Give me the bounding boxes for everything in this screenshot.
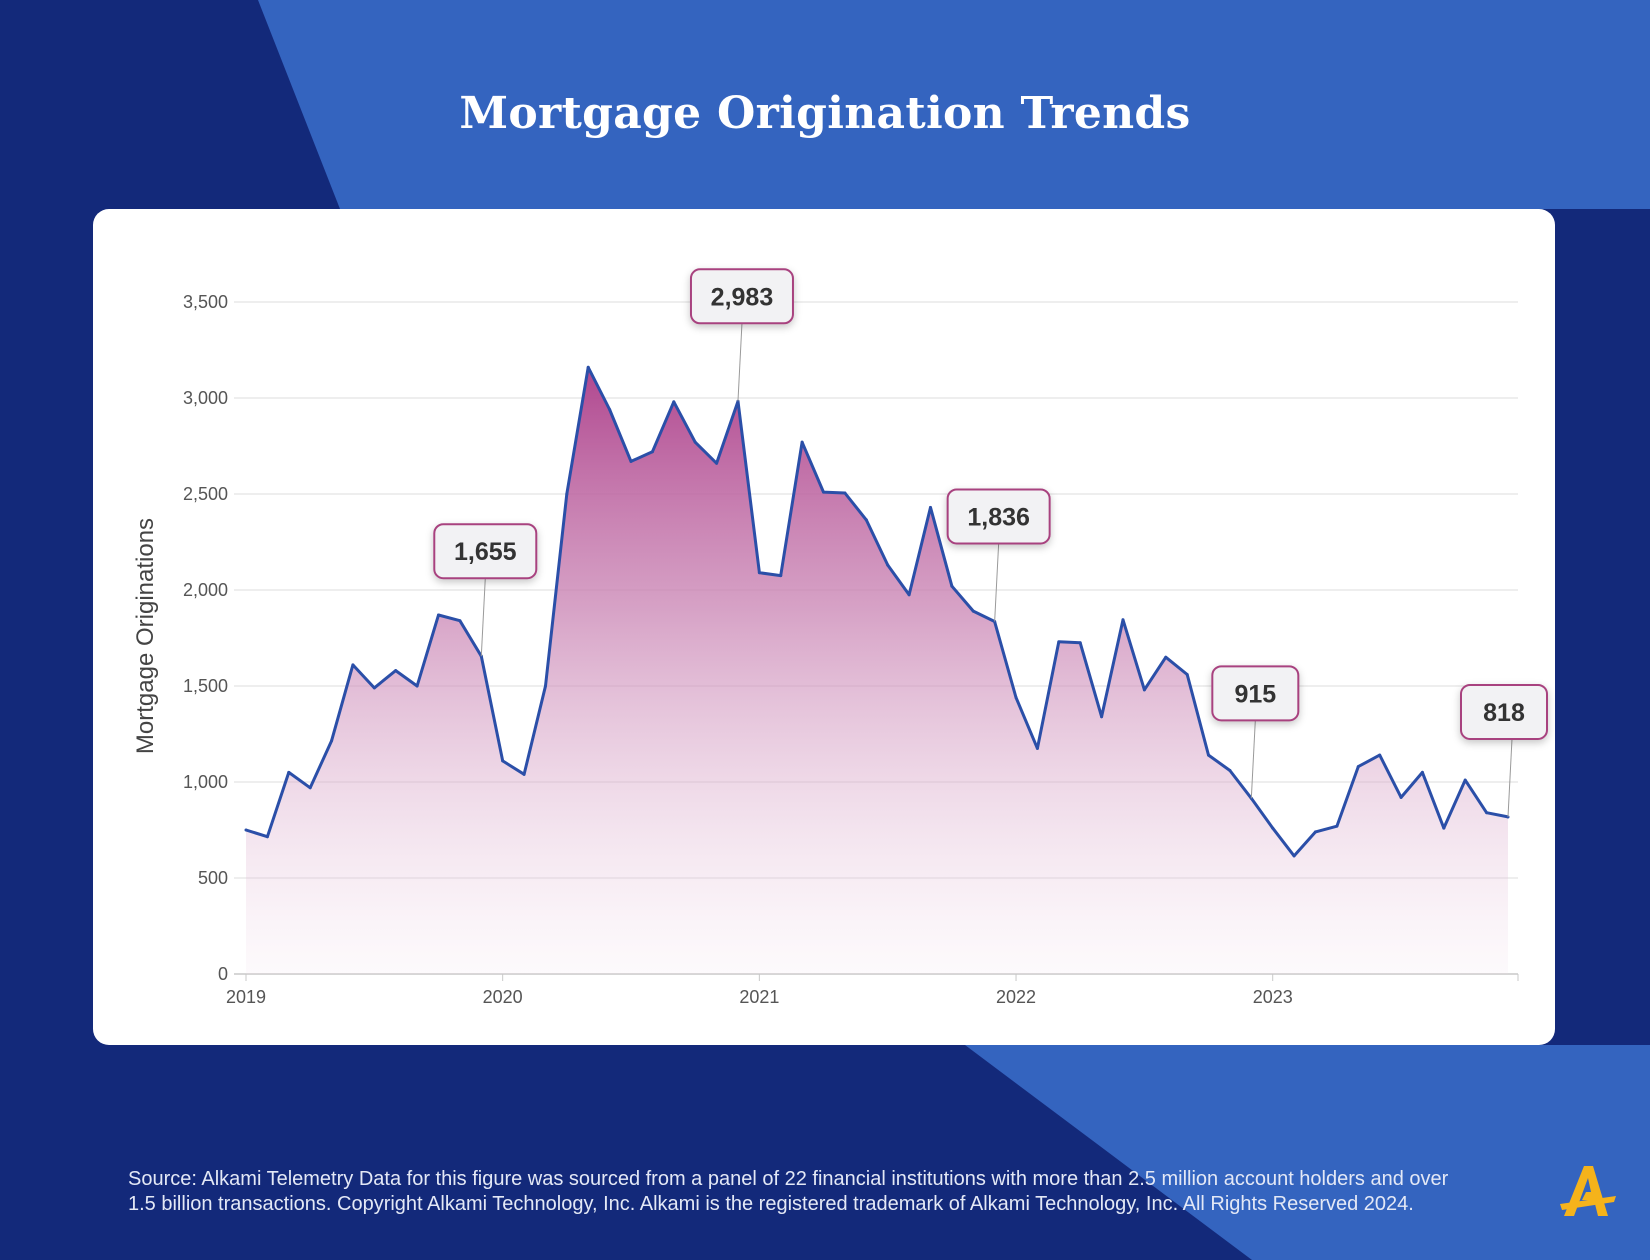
chart-card: 0 500 1,000 1,500 2,000 2,500 3,000 3,500 2019 2… (93, 209, 1555, 1045)
callout-label: 1,836 (967, 503, 1030, 531)
data-point (629, 459, 633, 463)
y-tick-label: 2,000 (183, 580, 228, 600)
page-title: Mortgage Origination Trends (459, 88, 1191, 139)
data-point (1185, 672, 1189, 676)
data-point (522, 772, 526, 776)
data-point (437, 613, 441, 617)
x-axis: 2019 2020 2021 2022 2023 (226, 973, 1519, 1007)
data-point (822, 490, 826, 494)
callout-leader (994, 543, 1000, 622)
callout-label: 1,655 (454, 538, 517, 566)
data-point (308, 786, 312, 790)
data-point (265, 835, 269, 839)
data-point (1399, 795, 1403, 799)
data-point (993, 619, 997, 623)
data-point (928, 505, 932, 509)
data-point (1463, 778, 1467, 782)
data-point (1378, 753, 1382, 757)
data-point (907, 593, 911, 597)
data-point (715, 461, 719, 465)
callout-label: 915 (1234, 680, 1276, 708)
y-axis-label: Mortgage Originations (132, 518, 159, 754)
data-point (886, 563, 890, 567)
data-point (1142, 688, 1146, 692)
data-point (1100, 715, 1104, 719)
data-point (757, 571, 761, 575)
series-line (245, 365, 1509, 858)
data-point (1485, 811, 1489, 815)
callout-label: 2,983 (711, 283, 774, 311)
data-point (565, 492, 569, 496)
callout-leader (737, 323, 743, 402)
callout-box (1211, 665, 1300, 722)
data-point (1057, 640, 1061, 644)
y-tick-label: 1,000 (183, 772, 228, 792)
data-point (693, 440, 697, 444)
x-tick-label: 2021 (739, 987, 779, 1007)
data-point (843, 491, 847, 495)
data-point (543, 684, 547, 688)
series-area (246, 367, 1508, 974)
y-tick-label: 3,000 (183, 388, 228, 408)
y-axis-ticks: 0 500 1,000 1,500 2,000 2,500 3,000 3,500 (183, 292, 228, 984)
callout-label: 818 (1483, 699, 1525, 727)
data-point (586, 365, 590, 369)
callout-leader (480, 578, 486, 657)
data-point (864, 518, 868, 522)
data-point (244, 828, 248, 832)
data-point (415, 684, 419, 688)
callouts: 1,655 2,983 1,836 915 818 (433, 268, 1548, 817)
data-point (779, 574, 783, 578)
data-point (608, 408, 612, 412)
source-line-2: 1.5 billion transactions. Copyright Alka… (128, 1193, 1414, 1215)
data-point (1228, 768, 1232, 772)
data-point (1420, 770, 1424, 774)
x-tick-label: 2020 (483, 987, 523, 1007)
data-point (394, 669, 398, 673)
alkami-a-logo-icon (1560, 1166, 1616, 1216)
callout-leader (1507, 738, 1513, 817)
data-point (1271, 826, 1275, 830)
callout-box (689, 268, 794, 325)
data-point (501, 759, 505, 763)
data-point (351, 663, 355, 667)
data-point (372, 686, 376, 690)
y-tick-label: 1,500 (183, 676, 228, 696)
x-tick-label: 2022 (996, 987, 1036, 1007)
data-point (458, 619, 462, 623)
data-point (1078, 641, 1082, 645)
x-tick-label: 2019 (226, 987, 266, 1007)
callout-box (946, 488, 1051, 545)
data-point (800, 440, 804, 444)
callout-box (1460, 683, 1548, 740)
data-point (1207, 753, 1211, 757)
data-point (971, 609, 975, 613)
data-point (330, 739, 334, 743)
data-point (287, 770, 291, 774)
data-point (1164, 655, 1168, 659)
source-line-1: Source: Alkami Telemetry Data for this f… (128, 1168, 1449, 1190)
callout-box (433, 523, 538, 580)
y-tick-label: 2,500 (183, 484, 228, 504)
data-point (950, 584, 954, 588)
background-wedge-bottom (965, 1045, 1650, 1260)
x-tick-label: 2023 (1253, 987, 1293, 1007)
data-point (672, 400, 676, 404)
data-point (1121, 618, 1125, 622)
y-tick-label: 0 (218, 964, 228, 984)
data-point (1035, 746, 1039, 750)
data-point (1313, 830, 1317, 834)
data-point (1292, 854, 1296, 858)
data-point (1442, 826, 1446, 830)
data-point (1356, 765, 1360, 769)
data-point (1335, 824, 1339, 828)
source-note: Source: Alkami Telemetry Data for this f… (128, 1167, 1528, 1217)
data-point (1014, 696, 1018, 700)
callout-leader (1250, 720, 1256, 799)
y-tick-label: 500 (198, 868, 228, 888)
background-wedge-top (258, 0, 1650, 209)
y-tick-label: 3,500 (183, 292, 228, 312)
data-point (650, 450, 654, 454)
